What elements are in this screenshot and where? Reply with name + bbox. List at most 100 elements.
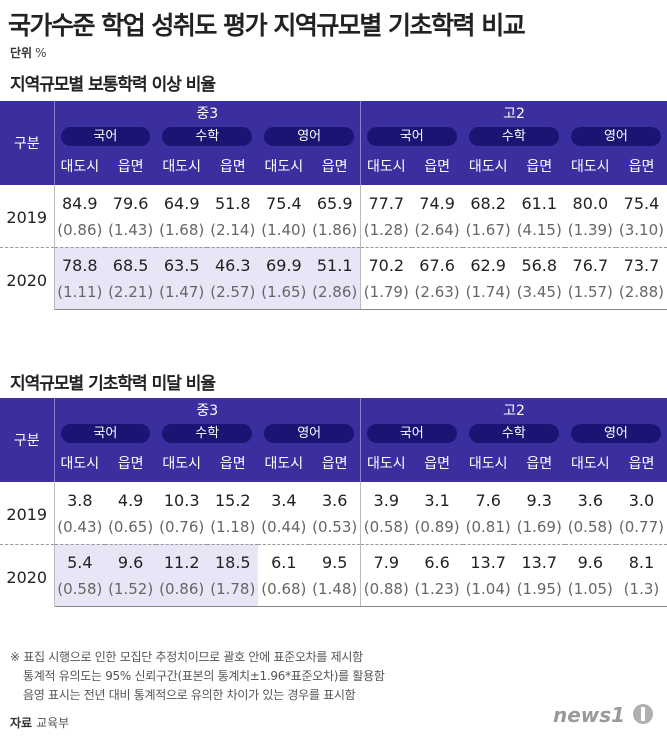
- se-cell: (2.86): [309, 280, 361, 310]
- header-group-middle3: 중3: [54, 101, 361, 125]
- se-cell: (2.57): [207, 280, 259, 310]
- header-area: 대도시: [258, 147, 310, 185]
- header-subject-pill: 국어: [366, 126, 457, 146]
- se-cell: (1.68): [159, 221, 205, 240]
- se-cell: (3.10): [618, 221, 664, 240]
- se-cell: (0.81): [465, 518, 511, 537]
- se-cell: (1.78): [207, 577, 259, 607]
- se-cell: (1.52): [105, 577, 157, 607]
- table-row-se: (0.86) (1.43) (1.68) (2.14) (1.40) (1.86) (1.2…: [0, 218, 667, 247]
- logo-text: news1: [553, 703, 625, 727]
- header-area: 읍면: [105, 444, 157, 482]
- row-year: 2019: [0, 482, 55, 544]
- se-cell: (1.47): [156, 280, 208, 310]
- header-area: 대도시: [360, 444, 412, 482]
- value-cell: 68.5: [105, 246, 157, 280]
- se-cell: (2.64): [414, 221, 460, 240]
- value-cell: 70.2: [360, 246, 412, 280]
- header-subject-cell: 국어: [360, 422, 463, 444]
- se-cell: (2.63): [411, 280, 463, 310]
- se-cell: (1.40): [261, 221, 307, 240]
- se-cell: (0.43): [57, 518, 103, 537]
- header-gubun: 구분: [0, 398, 55, 482]
- value-cell: 77.7: [368, 194, 405, 213]
- value-cell: 61.1: [521, 194, 558, 213]
- header-area: 읍면: [411, 147, 463, 185]
- footnote-3: 음영 표시는 전년 대비 통계적으로 유의한 차이가 있는 경우를 표시함: [23, 688, 356, 702]
- header-area: 대도시: [156, 147, 208, 185]
- header-area: 읍면: [615, 444, 667, 482]
- header-area: 읍면: [309, 147, 361, 185]
- header-area: 대도시: [360, 147, 412, 185]
- se-cell: (1.43): [108, 221, 154, 240]
- header-area: 대도시: [54, 444, 106, 482]
- header-subject-pill: 영어: [264, 423, 354, 443]
- header-subject-cell: 국어: [54, 125, 157, 147]
- table2-title: 지역규모별 기초학력 미달 비율: [10, 374, 216, 394]
- table-row: 2020 78.8 68.5 63.5 46.3 69.9 51.1 70.2 67.6 62.9…: [0, 246, 667, 309]
- header-subject-pill: 국어: [60, 423, 151, 443]
- se-cell: (1.3): [615, 577, 667, 607]
- se-cell: (1.39): [567, 221, 613, 240]
- data-table-1: 구분 중3 고2 국어 수학 영어 국어 수학 영어 대도시 읍면 대도시 읍면 대도시 읍면 대도시 읍면 대도…: [0, 101, 667, 310]
- se-cell: (1.28): [363, 221, 409, 240]
- header-subject-pill: 수학: [162, 423, 253, 443]
- se-cell: (1.04): [462, 577, 514, 607]
- value-cell: 9.3: [526, 491, 552, 510]
- header-area: 대도시: [462, 444, 514, 482]
- footnote-1: ※ 표집 시행으로 인한 모집단 추정치이므로 괄호 안에 표준오차를 제시함: [10, 650, 363, 664]
- value-cell: 76.7: [564, 246, 616, 280]
- header-subject-cell: 영어: [258, 125, 361, 147]
- header-area: 읍면: [207, 444, 259, 482]
- unit-caption: 단위: [10, 46, 33, 60]
- value-cell: 3.8: [67, 491, 93, 510]
- header-area: 읍면: [309, 444, 361, 482]
- header-subject-pill: 수학: [162, 126, 253, 146]
- value-cell: 74.9: [419, 194, 455, 213]
- se-cell: (2.14): [210, 221, 256, 240]
- value-cell: 46.3: [207, 246, 259, 280]
- header-area: 대도시: [156, 444, 208, 482]
- value-cell: 73.7: [615, 246, 667, 280]
- header-area: 대도시: [54, 147, 106, 185]
- se-cell: (1.74): [462, 280, 514, 310]
- table-row: 2019 84.9 79.6 64.9 51.8 75.4 65.9 77.7 74.9 68.2…: [0, 185, 667, 247]
- logo-one: [641, 707, 645, 721]
- source: 자료 교육부: [10, 714, 69, 731]
- header-subject-cell: 영어: [564, 125, 667, 147]
- se-cell: (1.67): [465, 221, 511, 240]
- unit-value: %: [35, 46, 47, 60]
- value-cell: 3.6: [309, 482, 361, 515]
- value-cell: 62.9: [462, 246, 514, 280]
- value-cell: 63.5: [156, 246, 208, 280]
- se-cell: (1.11): [54, 280, 106, 310]
- value-cell: 56.8: [513, 246, 565, 280]
- se-cell: (1.48): [309, 577, 361, 607]
- header-gubun: 구분: [0, 101, 55, 185]
- header-subject-cell: 수학: [156, 422, 259, 444]
- value-cell: 18.5: [207, 543, 259, 577]
- value-cell: 9.6: [564, 543, 616, 577]
- header-subject-cell: 영어: [564, 422, 667, 444]
- se-cell: (0.77): [618, 518, 664, 537]
- se-cell: (0.86): [57, 221, 103, 240]
- se-cell: (0.58): [54, 577, 106, 607]
- se-cell: (1.69): [516, 518, 562, 537]
- se-cell: (4.15): [516, 221, 562, 240]
- value-cell: 9.6: [105, 543, 157, 577]
- page-title: 국가수준 학업 성취도 평가 지역규모별 기초학력 비교: [8, 11, 526, 40]
- value-cell: 7.9: [360, 543, 412, 577]
- value-cell: 3.4: [271, 491, 297, 510]
- value-cell: 80.0: [572, 194, 609, 213]
- se-cell: (1.57): [564, 280, 616, 310]
- header-area: 읍면: [411, 444, 463, 482]
- se-cell: (2.88): [615, 280, 667, 310]
- se-cell: (1.05): [564, 577, 616, 607]
- header-group-high2: 고2: [360, 101, 667, 125]
- header-subject-pill: 국어: [366, 423, 457, 443]
- header-area: 읍면: [513, 444, 565, 482]
- table-row: 2019 3.8 4.9 10.3 15.2 3.4 3.6 3.9 3.1 7.6 9.3 3.6 3…: [0, 482, 667, 544]
- se-cell: (0.68): [258, 577, 310, 607]
- se-cell: (0.58): [363, 518, 409, 537]
- footnote-2: 통계적 유의도는 95% 신뢰구간(표본의 통계치±1.96*표준오차)를 활용…: [23, 669, 385, 683]
